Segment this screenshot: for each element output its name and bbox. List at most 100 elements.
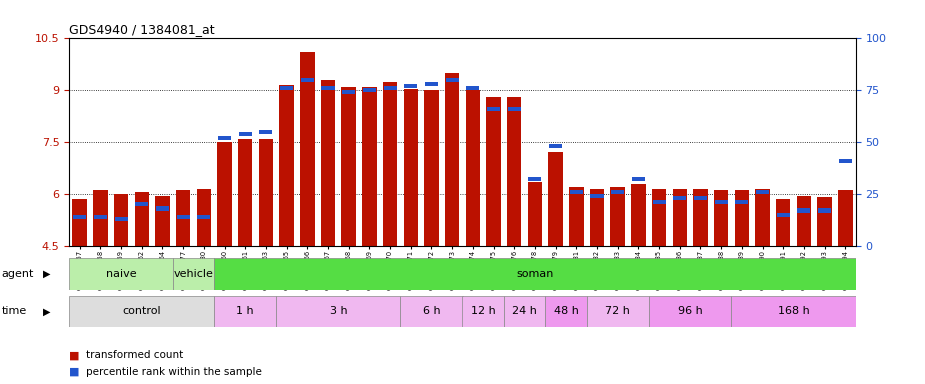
Text: 72 h: 72 h — [605, 306, 630, 316]
Bar — [94, 215, 107, 219]
Bar — [197, 189, 211, 246]
Bar — [487, 107, 500, 111]
Text: 96 h: 96 h — [678, 306, 702, 316]
Bar — [776, 199, 791, 246]
Text: time: time — [2, 306, 27, 316]
Bar — [69, 296, 215, 327]
Bar — [280, 86, 293, 90]
Bar — [401, 296, 462, 327]
Bar — [176, 190, 191, 246]
Text: ■: ■ — [69, 367, 80, 377]
Bar — [466, 86, 479, 90]
Bar — [342, 90, 355, 94]
Bar — [839, 159, 852, 163]
Bar — [197, 215, 210, 219]
Bar — [732, 296, 856, 327]
Bar — [173, 258, 215, 290]
Bar — [72, 199, 87, 246]
Bar — [321, 80, 335, 246]
Bar — [590, 189, 604, 246]
Bar — [632, 177, 645, 182]
Bar — [215, 258, 856, 290]
Text: 1 h: 1 h — [237, 306, 254, 316]
Bar — [838, 190, 853, 246]
Bar — [611, 190, 624, 194]
Bar — [796, 195, 811, 246]
Bar — [549, 144, 562, 148]
Bar — [239, 132, 252, 136]
Bar — [238, 139, 253, 246]
Text: agent: agent — [2, 269, 34, 279]
Bar — [672, 189, 687, 246]
Bar — [528, 177, 541, 182]
Bar — [714, 190, 728, 246]
Bar — [301, 78, 314, 82]
Bar — [73, 215, 86, 219]
Bar — [652, 200, 666, 204]
Text: 3 h: 3 h — [329, 306, 347, 316]
Bar — [134, 192, 149, 246]
Bar — [487, 97, 500, 246]
Bar — [215, 296, 277, 327]
Bar — [545, 296, 586, 327]
Bar — [217, 142, 232, 246]
Bar — [569, 187, 584, 246]
Bar — [777, 213, 790, 217]
Bar — [648, 296, 732, 327]
Bar — [115, 217, 128, 221]
Bar — [756, 190, 769, 194]
Bar — [322, 86, 335, 90]
Bar — [756, 189, 770, 246]
Bar — [300, 52, 314, 246]
Bar — [93, 190, 107, 246]
Bar — [694, 196, 707, 200]
Bar — [363, 87, 376, 246]
Bar — [735, 200, 748, 204]
Text: ▶: ▶ — [43, 269, 50, 279]
Bar — [403, 88, 418, 246]
Text: 168 h: 168 h — [778, 306, 809, 316]
Bar — [673, 196, 686, 200]
Bar — [507, 97, 522, 246]
Bar — [156, 206, 169, 210]
Bar — [508, 107, 521, 111]
Bar — [259, 139, 273, 246]
Bar — [818, 209, 831, 213]
Text: transformed count: transformed count — [86, 350, 183, 360]
Bar — [610, 187, 625, 246]
Bar — [218, 136, 231, 140]
Bar — [383, 81, 398, 246]
Text: 48 h: 48 h — [553, 306, 578, 316]
Bar — [652, 189, 666, 246]
Bar — [445, 73, 460, 246]
Text: 12 h: 12 h — [471, 306, 496, 316]
Bar — [715, 200, 728, 204]
Bar — [504, 296, 545, 327]
Bar — [570, 190, 583, 194]
Text: percentile rank within the sample: percentile rank within the sample — [86, 367, 262, 377]
Bar — [114, 194, 129, 246]
Text: 6 h: 6 h — [423, 306, 440, 316]
Bar — [446, 78, 459, 82]
Bar — [384, 86, 397, 90]
Bar — [586, 296, 648, 327]
Bar — [277, 296, 401, 327]
Text: vehicle: vehicle — [174, 269, 214, 279]
Text: soman: soman — [516, 269, 553, 279]
Bar — [404, 84, 417, 88]
Bar — [590, 194, 603, 198]
Text: ▶: ▶ — [43, 306, 50, 316]
Bar — [527, 182, 542, 246]
Bar — [135, 202, 148, 206]
Bar — [797, 209, 810, 213]
Bar — [259, 130, 273, 134]
Text: GDS4940 / 1384081_at: GDS4940 / 1384081_at — [69, 23, 215, 36]
Text: 24 h: 24 h — [512, 306, 537, 316]
Bar — [818, 197, 832, 246]
Text: ■: ■ — [69, 350, 80, 360]
Bar — [69, 258, 173, 290]
Bar — [465, 90, 480, 246]
Bar — [425, 82, 438, 86]
Bar — [177, 215, 190, 219]
Text: naive: naive — [105, 269, 136, 279]
